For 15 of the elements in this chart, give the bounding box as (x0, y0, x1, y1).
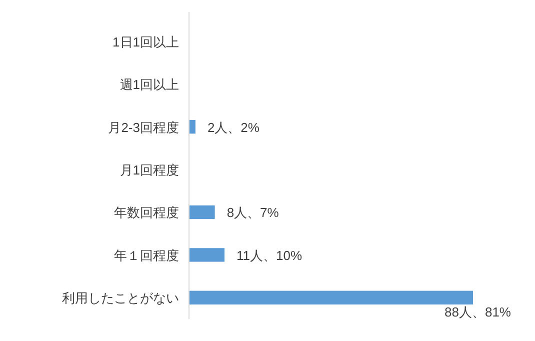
data-label: 2人、2% (207, 120, 260, 135)
y-tick-label: 年１回程度 (114, 248, 179, 263)
y-tick-label: 週1回以上 (120, 77, 179, 92)
y-tick-label: 1日1回以上 (112, 34, 179, 50)
data-label: 88人、81% (444, 304, 512, 320)
data-label: 11人、10% (236, 248, 302, 263)
y-tick-label: 月2-3回程度 (108, 120, 179, 135)
bar (189, 205, 215, 220)
y-tick-label: 利用したことがない (62, 290, 179, 306)
data-label: 8人、7% (226, 205, 280, 220)
y-tick-label: 月1回程度 (120, 162, 179, 178)
y-tick-label: 年数回程度 (114, 205, 179, 220)
bar (189, 248, 224, 262)
bar (189, 120, 196, 134)
bar (189, 290, 473, 304)
